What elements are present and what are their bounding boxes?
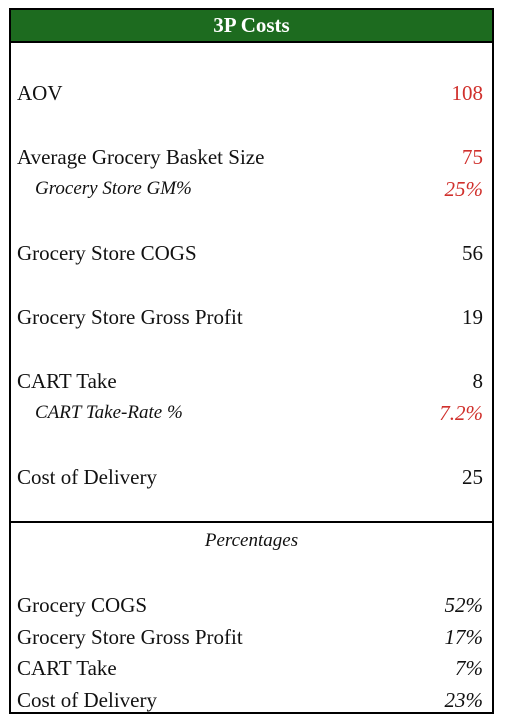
row-value: 75 [462,145,483,169]
row-grocery-gm: Grocery Store GM% 25% [11,174,492,204]
row-value: 25% [444,177,484,201]
row-label: Cost of Delivery [17,688,157,712]
pct-row-cart-take: CART Take 7% [11,653,492,683]
row-value: 23% [444,688,484,712]
row-value: 7.2% [439,401,483,425]
row-label: Grocery Store GM% [35,178,192,199]
row-label: Grocery COGS [17,593,148,617]
row-grocery-cogs: Grocery Store COGS 56 [11,238,492,268]
percentages-title: Percentages [204,530,299,551]
row-value: 25 [462,465,483,489]
pct-row-grocery-cogs: Grocery COGS 52% [11,590,492,620]
row-value: 108 [451,81,484,105]
row-label: CART Take [17,369,117,393]
cost-table: 3P Costs AOV 108 Average Grocery Basket … [9,8,494,714]
pct-row-cost-of-delivery: Cost of Delivery 23% [11,685,492,715]
row-value: 52% [444,593,484,617]
row-cart-take: CART Take 8 [11,366,492,396]
row-label: Grocery Store Gross Profit [17,305,243,329]
row-value: 19 [462,305,483,329]
table-title: 3P Costs [213,13,290,37]
row-label: AOV [17,81,63,105]
row-cart-take-rate: CART Take-Rate % 7.2% [11,398,492,428]
row-value: 8 [472,369,484,393]
row-basket-size: Average Grocery Basket Size 75 [11,142,492,172]
row-label: Grocery Store Gross Profit [17,625,243,649]
row-label: Cost of Delivery [17,465,157,489]
pct-row-gross-profit: Grocery Store Gross Profit 17% [11,622,492,652]
row-label: Average Grocery Basket Size [17,145,265,169]
row-label: Grocery Store COGS [17,241,197,265]
section-divider [11,521,492,523]
row-value: 7% [455,656,483,680]
row-cost-of-delivery: Cost of Delivery 25 [11,462,492,492]
row-aov: AOV 108 [11,78,492,108]
row-value: 17% [444,625,484,649]
row-label: CART Take-Rate % [35,402,183,423]
row-value: 56 [462,241,483,265]
row-gross-profit: Grocery Store Gross Profit 19 [11,302,492,332]
table-header: 3P Costs [11,10,492,43]
row-label: CART Take [17,656,117,680]
